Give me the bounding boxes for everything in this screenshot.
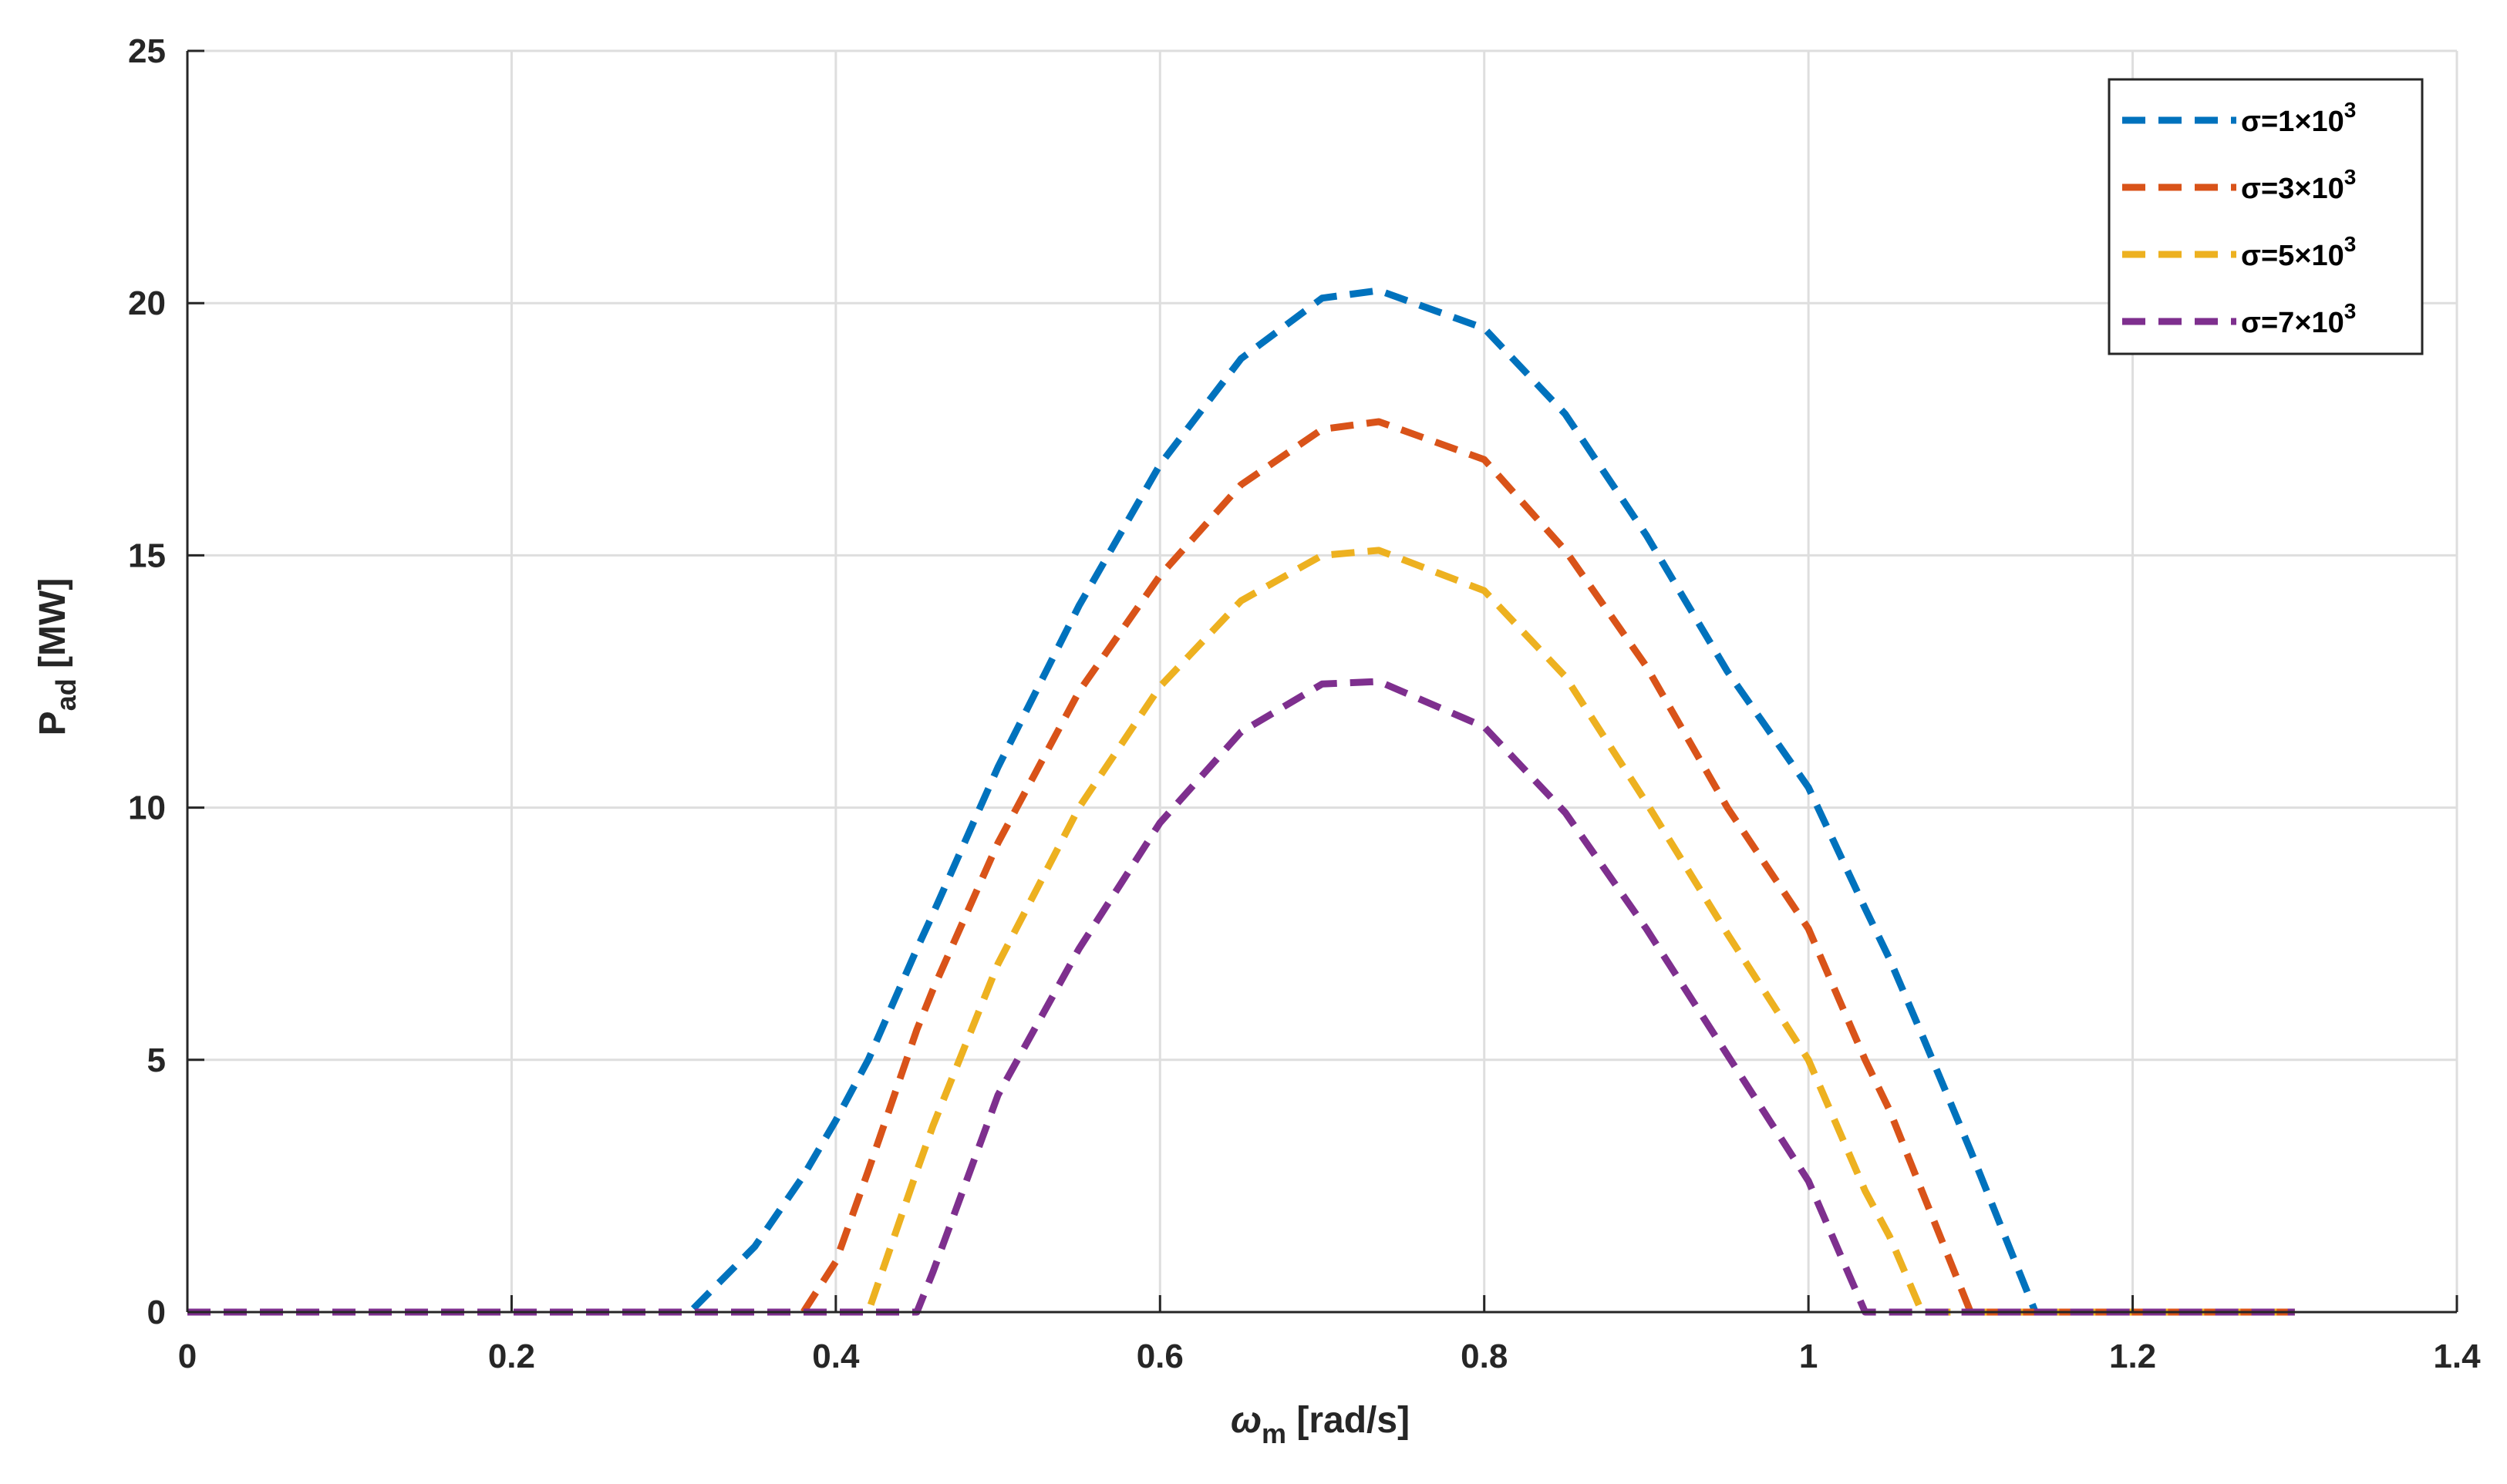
legend-label-sup: 3: [2344, 299, 2357, 323]
series-line-1: [187, 287, 2295, 1316]
legend-item-2: σ=3×103: [2122, 165, 2356, 205]
legend-label: σ=1×103: [2241, 98, 2356, 138]
y-tick-label: 15: [128, 537, 166, 574]
legend-item-1: σ=1×103: [2122, 98, 2356, 138]
y-tick-label: 10: [128, 789, 166, 827]
legend-label-main: σ=7×10: [2241, 307, 2344, 339]
x-tick-label: 1.2: [2109, 1338, 2156, 1375]
legend-label: σ=3×103: [2241, 165, 2356, 205]
x-tick-label: 1: [1799, 1338, 1818, 1375]
y-tick-label: 5: [147, 1041, 166, 1079]
x-tick-label: 0.4: [812, 1338, 860, 1375]
y-axis-label: Pad [MW]: [32, 578, 82, 736]
y-tick-label: 25: [128, 32, 166, 70]
y-axis-label-main: P: [32, 711, 73, 735]
legend-label: σ=7×103: [2241, 299, 2356, 339]
legend-box: [2108, 78, 2424, 355]
legend-label-main: σ=1×10: [2241, 106, 2344, 138]
legend-label-main: σ=5×10: [2241, 240, 2344, 272]
x-axis-label-sub: m: [1262, 1418, 1286, 1449]
x-axis-label-main: ω: [1231, 1400, 1262, 1441]
y-tick-label: 20: [128, 284, 166, 322]
tick-labels: 0 0.2 0.4 0.6 0.8 1 1.2 1.4 0 5 10 15 20 25: [128, 32, 2481, 1375]
svg-text:Pad [MW]: Pad [MW]: [32, 578, 82, 736]
x-tick-label: 0: [178, 1338, 197, 1375]
legend-label-sup: 3: [2344, 232, 2357, 256]
legend-label-sup: 3: [2344, 165, 2357, 189]
y-tick-label: 0: [147, 1294, 166, 1331]
x-tick-label: 0.2: [488, 1338, 535, 1375]
legend-label-main: σ=3×10: [2241, 173, 2344, 205]
legend-item-4: σ=7×103: [2122, 299, 2356, 339]
x-tick-label: 0.8: [1461, 1338, 1508, 1375]
y-axis-label-sub: ad: [50, 678, 82, 711]
x-axis-label: ωm [rad/s]: [1231, 1400, 1410, 1449]
legend-item-3: σ=5×103: [2122, 232, 2356, 272]
y-axis-label-unit: [MW]: [32, 578, 73, 679]
legend-label-sup: 3: [2344, 98, 2357, 122]
legend-label: σ=5×103: [2241, 232, 2356, 272]
x-axis-label-unit: [rad/s]: [1286, 1400, 1410, 1441]
svg-text:ωm [rad/s]: ωm [rad/s]: [1231, 1400, 1410, 1449]
axes: [186, 49, 2458, 1314]
x-tick-label: 1.4: [2433, 1338, 2481, 1375]
x-tick-label: 0.6: [1137, 1338, 1184, 1375]
